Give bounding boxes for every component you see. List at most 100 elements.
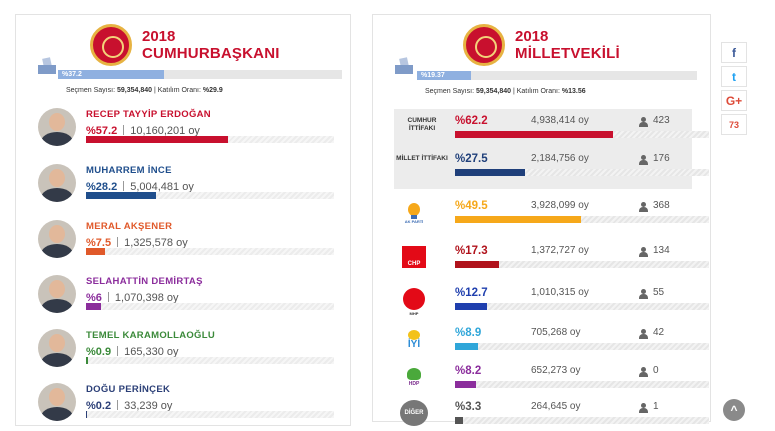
party-seats: 55: [653, 287, 664, 298]
party-bar: [455, 169, 709, 176]
party-row: DİĞER %3.3 264,645 oy 1: [395, 397, 691, 431]
facebook-icon: f: [732, 46, 736, 60]
candidate-bar: [86, 303, 334, 310]
party-votes: 264,645 oy: [531, 401, 581, 412]
party-bar-fill: [455, 261, 499, 268]
parliament-year: 2018: [515, 28, 620, 45]
chp-logo-icon: CHP: [402, 246, 426, 268]
party-seats: 42: [653, 327, 664, 338]
hdp-logo-icon: HDP: [402, 366, 426, 388]
candidate-name: RECEP TAYYİP ERDOĞAN: [86, 109, 211, 120]
party-bar-fill: [455, 216, 581, 223]
party-bar-fill: [455, 169, 525, 176]
candidate-bar-fill: [86, 136, 228, 143]
parliament-meta: Seçmen Sayısı: 59,354,840 | Katılım Oran…: [425, 88, 586, 95]
candidate-bar-fill: [86, 192, 156, 199]
seats-user-icon: [639, 367, 648, 377]
seats-user-icon: [639, 202, 648, 212]
candidate-bar: [86, 248, 334, 255]
separator: [108, 292, 109, 302]
party-votes: 705,268 oy: [531, 327, 581, 338]
parliament-turnout-bar-label: %19.37: [421, 71, 445, 80]
ballot-box-icon: [395, 58, 413, 74]
seats-user-icon: [639, 289, 648, 299]
voters-label: Seçmen Sayısı:: [425, 88, 474, 95]
facebook-share-button[interactable]: f: [721, 42, 747, 63]
voters-value: 59,354,840: [117, 87, 152, 94]
scroll-to-top-button[interactable]: ^: [723, 399, 745, 421]
candidate-photo: [38, 220, 76, 258]
party-logo: AK PARTİ: [400, 199, 428, 225]
candidate-photo: [38, 108, 76, 146]
candidate-name: MUHARREM İNCE: [86, 165, 172, 176]
party-logo: HDP: [400, 364, 428, 390]
party-percent: %17.3: [455, 245, 488, 257]
party-seats: 176: [653, 153, 670, 164]
parliament-title: MİLLETVEKİLİ: [515, 45, 620, 62]
party-votes: 4,938,414 oy: [531, 115, 589, 126]
candidate-bar: [86, 411, 334, 418]
president-header: 2018 CUMHURBAŞKANI: [90, 23, 280, 67]
president-year: 2018: [142, 28, 280, 45]
candidate-photo: [38, 164, 76, 202]
party-logo: İYİ: [400, 326, 428, 352]
party-row: İYİ %8.9 705,268 oy 42: [395, 323, 691, 357]
party-seats: 1: [653, 401, 659, 412]
seats-user-icon: [639, 403, 648, 413]
party-bar: [455, 343, 709, 350]
president-panel: 2018 CUMHURBAŞKANI %37.2 Seçmen Sayısı: …: [15, 14, 351, 426]
candidate-name: SELAHATTİN DEMİRTAŞ: [86, 276, 203, 287]
parliament-seal-icon: [463, 24, 505, 66]
party-percent: %8.9: [455, 327, 481, 339]
candidate-photo: [38, 383, 76, 421]
party-seats: 368: [653, 200, 670, 211]
party-bar: [455, 303, 709, 310]
presidential-seal-icon: [90, 24, 132, 66]
candidate-bar: [86, 192, 334, 199]
share-count-badge[interactable]: 73: [721, 114, 747, 135]
party-logo: DİĞER: [400, 400, 428, 426]
party-votes: 1,010,315 oy: [531, 287, 589, 298]
mhp-logo-icon: MHP: [403, 288, 425, 310]
voters-value: 59,354,840: [476, 88, 511, 95]
candidate-name: TEMEL KARAMOLLAOĞLU: [86, 330, 215, 341]
party-percent: %8.2: [455, 365, 481, 377]
candidate-name: DOĞU PERİNÇEK: [86, 384, 170, 395]
alliance-label: CUMHUR İTTİFAKI: [395, 117, 449, 133]
president-title: CUMHURBAŞKANI: [142, 45, 280, 62]
googleplus-share-button[interactable]: G+: [721, 90, 747, 111]
party-bar: [455, 381, 709, 388]
party-logo: CHP: [400, 244, 428, 270]
separator: [123, 181, 124, 191]
share-count: 73: [729, 120, 739, 130]
ballot-box-icon: [38, 58, 56, 74]
voters-label: Seçmen Sayısı:: [66, 87, 115, 94]
twitter-share-button[interactable]: t: [721, 66, 747, 87]
party-bar-fill: [455, 303, 487, 310]
party-percent: %27.5: [455, 153, 488, 165]
candidate-bar: [86, 357, 334, 364]
separator: [117, 346, 118, 356]
party-votes: 1,372,727 oy: [531, 245, 589, 256]
party-bar-fill: [455, 131, 613, 138]
candidate-bar-fill: [86, 248, 105, 255]
party-bar-fill: [455, 381, 476, 388]
seats-user-icon: [639, 117, 648, 127]
seats-user-icon: [639, 155, 648, 165]
party-bar-fill: [455, 417, 463, 424]
party-votes: 652,273 oy: [531, 365, 581, 376]
turnout-label: Katılım Oranı:: [517, 88, 560, 95]
alliance-label: MİLLET İTTİFAKI: [395, 155, 449, 163]
president-meta: Seçmen Sayısı: 59,354,840 | Katılım Oran…: [66, 87, 223, 94]
candidate-name: MERAL AKŞENER: [86, 221, 172, 232]
party-percent: %3.3: [455, 401, 481, 413]
party-votes: 3,928,099 oy: [531, 200, 589, 211]
